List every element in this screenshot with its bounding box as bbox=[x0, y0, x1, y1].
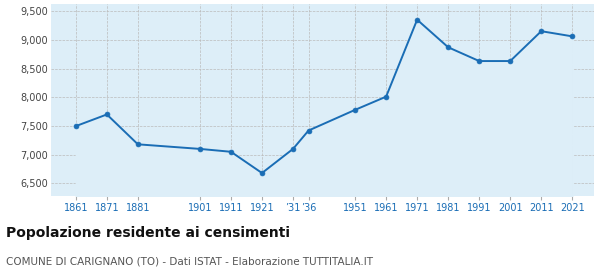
Text: COMUNE DI CARIGNANO (TO) - Dati ISTAT - Elaborazione TUTTITALIA.IT: COMUNE DI CARIGNANO (TO) - Dati ISTAT - … bbox=[6, 256, 373, 267]
Text: Popolazione residente ai censimenti: Popolazione residente ai censimenti bbox=[6, 226, 290, 240]
